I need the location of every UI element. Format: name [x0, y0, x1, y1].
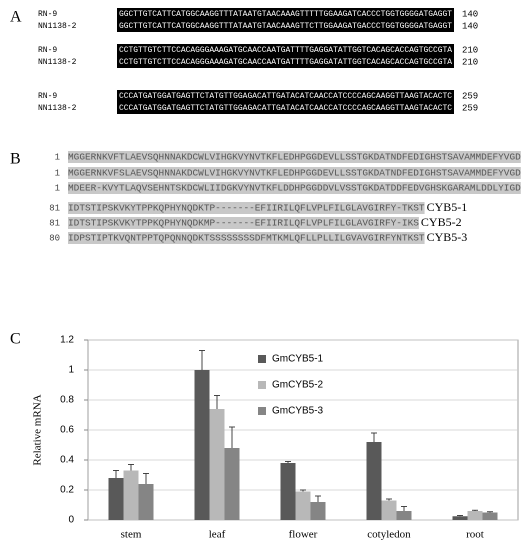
legend-swatch: [258, 407, 266, 415]
error-bar: [143, 473, 149, 484]
bar: [295, 491, 311, 520]
panel-label: B: [10, 151, 21, 168]
x-tick-label: cotyledon: [367, 529, 411, 541]
bar: [108, 478, 124, 520]
error-bar: [128, 464, 134, 471]
sequence-highlight: [68, 182, 521, 194]
y-tick-label: 0.6: [60, 425, 74, 436]
sequence-highlight: [117, 44, 454, 56]
sequence: GGCTTGTCATTCATGGCAAGGTTTATAATGTAACAAAGTT…: [119, 22, 452, 31]
bar: [310, 502, 326, 520]
sequence-highlight: [68, 151, 521, 163]
bar: [194, 370, 210, 520]
sequence-highlight: [117, 56, 454, 68]
sequence-name: CYB5-1: [427, 200, 468, 214]
bar: [123, 470, 139, 520]
sequence: CCCATGATGGATGAGTTCTATGTTGGAGACATTGATACAT…: [119, 104, 452, 113]
sequence-start: 81: [49, 203, 60, 213]
sequence-name: CYB5-2: [421, 215, 462, 229]
sequence-highlight: [68, 232, 425, 244]
x-tick-label: stem: [121, 529, 142, 541]
legend-swatch: [258, 355, 266, 363]
x-tick-label: leaf: [209, 529, 226, 541]
x-tick-label: root: [466, 529, 484, 541]
y-tick-label: 0.8: [60, 395, 74, 406]
error-bar: [229, 426, 235, 448]
sequence: GGCTTGTCATTCATGGCAAGGTTTATAATGTAACAAAGTT…: [119, 10, 452, 19]
legend-label: GmCYB5-3: [272, 406, 324, 417]
sequence: MDEER-KVYTLAQVSEHNTSKDCWLIIDGKVYNVTKFLDD…: [68, 183, 521, 193]
y-tick-label: 0: [68, 515, 74, 526]
bar: [482, 512, 498, 520]
legend-label: GmCYB5-1: [272, 354, 324, 365]
sequence: IDPSTIPTKVQNTPPTQPQNNQDKTSSSSSSSSDFMTKML…: [68, 233, 425, 243]
y-tick-label: 0.2: [60, 485, 74, 496]
y-tick-label: 1: [68, 365, 74, 376]
sequence-start: 1: [55, 168, 60, 178]
error-bar: [386, 498, 392, 501]
sequence-highlight: [68, 202, 425, 214]
sequence-end: 210: [462, 57, 478, 67]
error-bar: [401, 506, 407, 511]
bar: [381, 500, 397, 520]
sequence-highlight: [117, 20, 454, 32]
sequence-start: 81: [49, 218, 60, 228]
sequence-highlight: [68, 217, 419, 229]
y-tick-label: 1.2: [60, 335, 74, 346]
legend-swatch: [258, 381, 266, 389]
sequence-name: NN1138-2: [38, 58, 77, 67]
bar: [467, 511, 483, 520]
sequence: CCTGTTGTCTTCCACAGGGAAAGATGCAACCAATGATTTT…: [119, 46, 452, 55]
bar: [280, 463, 296, 520]
error-bar: [214, 395, 220, 409]
sequence-name: RN-9: [38, 10, 57, 19]
sequence: CCCATGATGGATGAGTTCTATGTTGGAGACATTGATACAT…: [119, 92, 452, 101]
sequence-name: RN-9: [38, 92, 57, 101]
sequence-end: 140: [462, 9, 478, 19]
error-bar: [315, 495, 321, 502]
y-axis-label: Relative mRNA: [32, 394, 44, 465]
sequence: CCTGTTGTCTTCCACAGGGAAAGATGCAACCAATGATTTT…: [119, 58, 452, 67]
sequence-end: 259: [462, 103, 478, 113]
error-bar: [487, 511, 493, 513]
sequence-name: NN1138-2: [38, 22, 77, 31]
sequence-end: 210: [462, 45, 478, 55]
error-bar: [300, 489, 306, 492]
panel-label: A: [10, 9, 22, 26]
sequence-end: 140: [462, 21, 478, 31]
bar: [396, 511, 412, 520]
sequence-start: 1: [55, 183, 60, 193]
sequence-highlight: [117, 90, 454, 102]
sequence-end: 259: [462, 91, 478, 101]
error-bar: [472, 509, 478, 511]
error-bar: [457, 515, 463, 517]
sequence-highlight: [68, 167, 521, 179]
y-tick-label: 0.4: [60, 455, 74, 466]
error-bar: [371, 432, 377, 442]
bar: [209, 409, 225, 520]
sequence-name: NN1138-2: [38, 104, 77, 113]
sequence-name: CYB5-3: [427, 230, 468, 244]
sequence: IDTSTIPSKVKYTPPKQPHYNQDKMP-------EFIIRIL…: [68, 218, 419, 228]
sequence-highlight: [117, 8, 454, 20]
bar: [138, 484, 154, 520]
sequence-highlight: [117, 102, 454, 114]
sequence-start: 1: [55, 152, 60, 162]
sequence: IDTSTIPSKVKYTPPKQPHYNQDKTP-------EFIIRIL…: [68, 203, 425, 213]
bar: [224, 448, 240, 520]
bar: [452, 516, 468, 520]
bar: [366, 442, 382, 520]
legend-label: GmCYB5-2: [272, 380, 324, 391]
panel-label: C: [10, 331, 21, 348]
sequence: MGGERNKVFSLAEVSQHNNAKDCWLVIHGKVYNVTKFLED…: [68, 168, 521, 178]
sequence-name: RN-9: [38, 46, 57, 55]
error-bar: [285, 461, 291, 463]
x-tick-label: flower: [289, 529, 318, 541]
error-bar: [199, 350, 205, 370]
sequence-start: 80: [49, 233, 60, 243]
sequence: MGGERNKVFTLAEVSQHNNAKDCWLVIHGKVYNVTKFLED…: [68, 152, 521, 162]
error-bar: [113, 470, 119, 478]
